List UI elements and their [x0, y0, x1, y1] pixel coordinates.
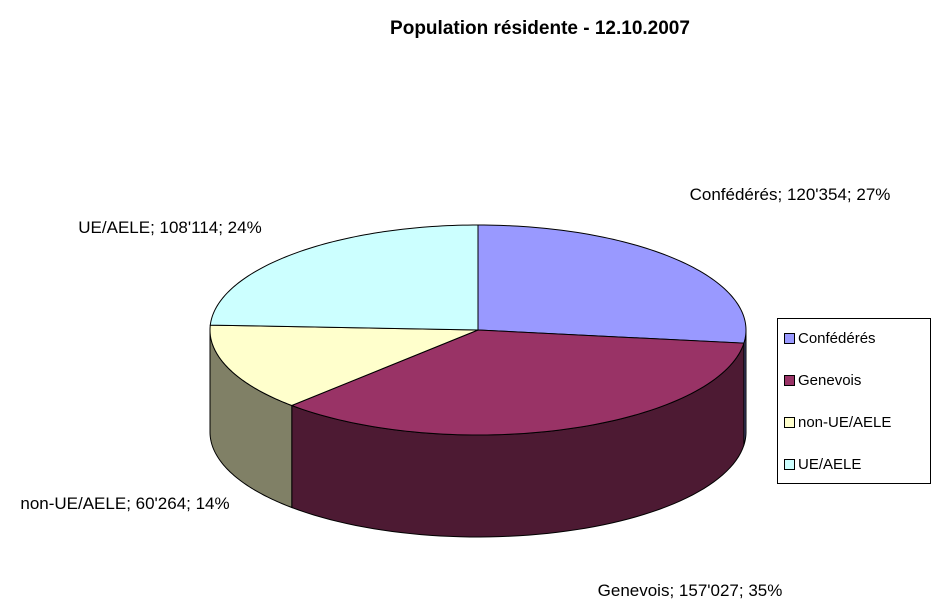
legend-item: Genevois	[784, 371, 861, 391]
slice	[290, 329, 745, 436]
legend-label: non-UE/AELE	[798, 414, 892, 431]
legend-label: Genevois	[798, 372, 862, 389]
legend-swatch	[784, 375, 795, 386]
data-label: non-UE/AELE; 60'264; 14%	[20, 494, 230, 513]
chart-title: Population résidente - 12.10.2007	[390, 18, 690, 39]
legend-swatch	[784, 333, 795, 344]
legend-label: Confédérés	[798, 330, 876, 347]
slice	[209, 224, 479, 331]
legend-item: UE/AELE	[784, 455, 861, 475]
legend-item: non-UE/AELE	[784, 413, 891, 433]
data-label: Confédérés; 120'354; 27%	[689, 185, 891, 204]
legend-item: Confédérés	[784, 329, 876, 349]
legend-swatch	[784, 459, 795, 470]
legend: Confédérés Genevois non-UE/AELE UE/AELE	[777, 318, 931, 484]
legend-swatch	[784, 417, 795, 428]
legend-label: UE/AELE	[798, 456, 862, 473]
data-label: Genevois; 157'027; 35%	[597, 581, 783, 600]
slice	[477, 224, 747, 344]
data-label: UE/AELE; 108'114; 24%	[78, 218, 262, 237]
slice	[209, 324, 479, 407]
